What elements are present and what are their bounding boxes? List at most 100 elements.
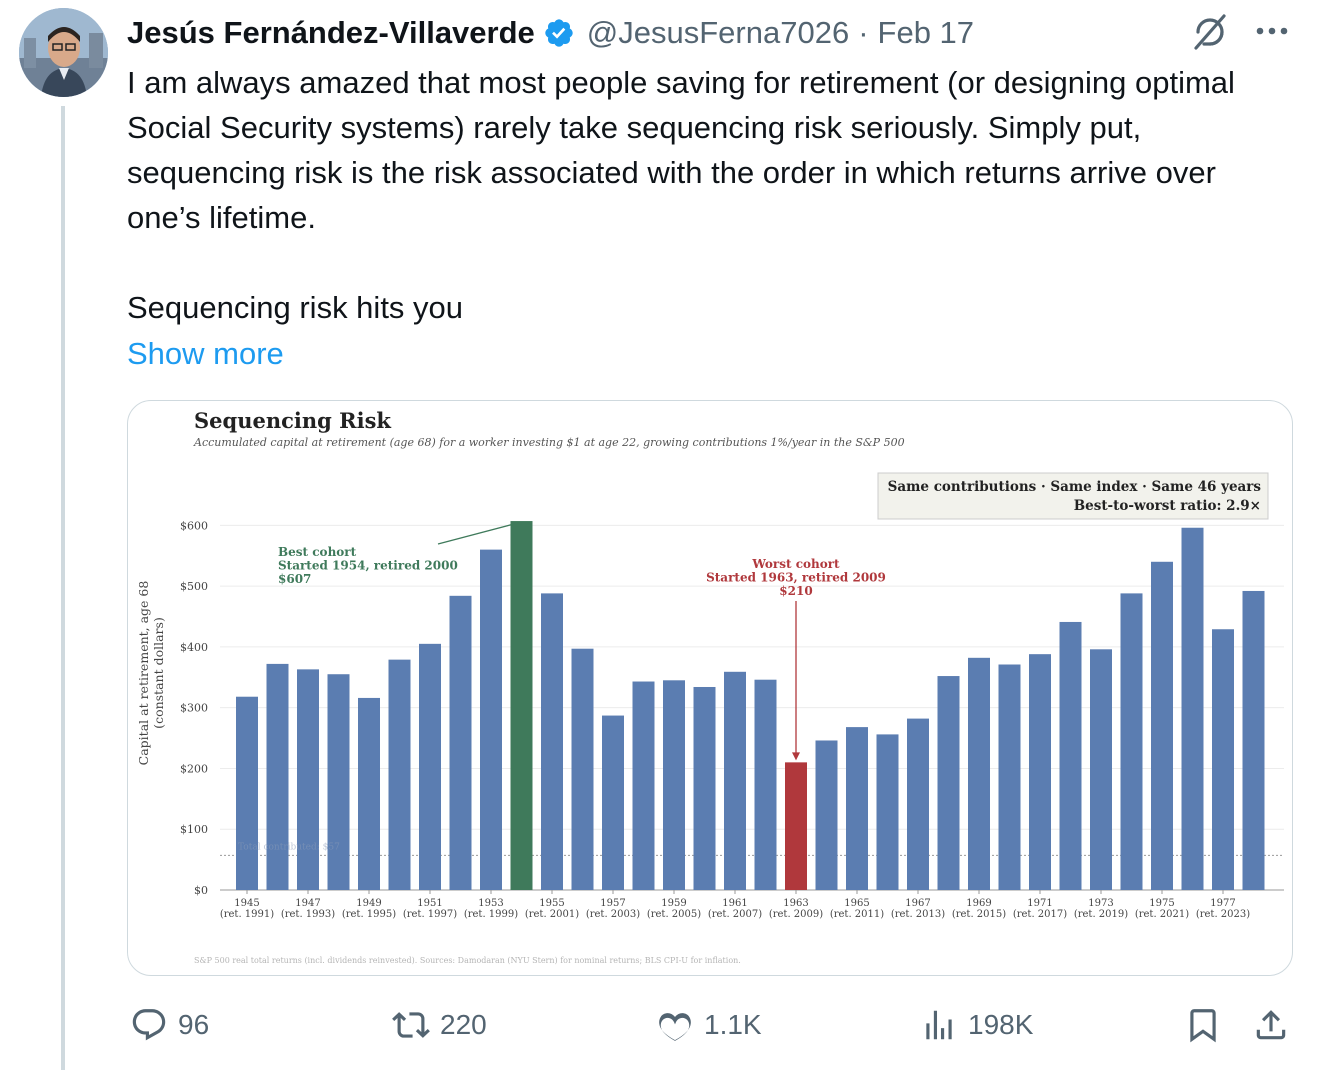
share-button[interactable] [1252, 1006, 1290, 1044]
bar-1972 [1059, 621, 1082, 890]
best-cohort-label: Best cohort [278, 545, 357, 559]
bar-1970 [998, 664, 1021, 890]
analytics-icon [926, 1010, 952, 1040]
x-tick-year: 1967 [905, 898, 930, 909]
chart-info-box: Same contributions · Same index · Same 4… [877, 472, 1269, 520]
worst-cohort-label: $210 [779, 584, 812, 598]
worst-cohort-arrowhead [792, 752, 800, 761]
bar-1949 [358, 697, 380, 890]
x-tick-retirement: (ret. 2009) [769, 909, 823, 920]
reply-count: 96 [178, 1009, 210, 1040]
bar-1978 [1242, 590, 1265, 890]
retweet-button[interactable]: 220 [392, 1006, 487, 1044]
retweet-icon [392, 1012, 430, 1038]
bar-1971 [1029, 654, 1051, 890]
bar-1959 [663, 680, 685, 890]
tweet-media-chart[interactable]: Sequencing Risk Accumulated capital at r… [127, 400, 1293, 976]
avatar[interactable] [19, 8, 108, 97]
retweet-count: 220 [440, 1009, 487, 1040]
y-tick-label: $600 [180, 519, 208, 532]
x-tick-retirement: (ret. 2007) [708, 909, 762, 920]
x-tick-retirement: (ret. 1999) [464, 909, 518, 920]
x-tick-retirement: (ret. 2011) [830, 909, 884, 920]
y-tick-label: $0 [194, 884, 208, 897]
bar-1969 [968, 657, 990, 890]
bar-1977 [1212, 629, 1234, 890]
tweet-date[interactable]: Feb 17 [877, 15, 975, 50]
chart-y-ticks: $0 $100 $200 $300 $400 $500 $600 [180, 519, 208, 897]
bar-1947 [297, 669, 319, 890]
y-tick-label: $300 [180, 702, 208, 715]
bar-1950 [388, 659, 411, 890]
x-tick-retirement: (ret. 2005) [647, 909, 701, 920]
x-tick-year: 1973 [1088, 898, 1113, 909]
separator-dot: · [858, 15, 869, 50]
bar-1974 [1120, 593, 1143, 890]
best-cohort-label: Started 1954, retired 2000 [278, 559, 458, 573]
chart-x-ticks: 1945(ret. 1991)1947(ret. 1993)1949(ret. … [220, 890, 1250, 920]
x-tick-year: 1951 [417, 898, 442, 909]
x-tick-retirement: (ret. 1997) [403, 909, 457, 920]
author-handle[interactable]: @JesusFerna7026 [586, 15, 850, 50]
bookmark-button[interactable] [1184, 1006, 1222, 1044]
x-tick-year: 1953 [478, 898, 503, 909]
bar-1963 [785, 762, 807, 890]
grok-icon[interactable] [1190, 12, 1230, 52]
bar-1956 [571, 648, 594, 890]
y-tick-label: $200 [180, 762, 208, 775]
bar-1953 [480, 549, 502, 890]
x-tick-retirement: (ret. 2023) [1196, 909, 1250, 920]
x-tick-year: 1969 [966, 898, 991, 909]
bar-1968 [937, 676, 960, 890]
bar-1961 [724, 671, 746, 890]
x-tick-year: 1955 [539, 898, 564, 909]
best-cohort-label: $607 [278, 572, 311, 586]
bookmark-icon [1190, 1009, 1216, 1043]
x-tick-retirement: (ret. 1993) [281, 909, 335, 920]
worst-cohort-label: Started 1963, retired 2009 [706, 571, 886, 585]
x-tick-retirement: (ret. 2001) [525, 909, 579, 920]
chart-y-axis-label: Capital at retirement, age 68 (constant … [136, 581, 166, 766]
x-tick-retirement: (ret. 1995) [342, 909, 396, 920]
like-button[interactable]: 1.1K [656, 1006, 762, 1044]
x-tick-year: 1975 [1149, 898, 1174, 909]
profile-photo [19, 8, 108, 97]
x-tick-year: 1977 [1210, 898, 1235, 909]
bar-1951 [419, 643, 441, 890]
bar-1960 [693, 686, 716, 890]
x-tick-retirement: (ret. 2019) [1074, 909, 1128, 920]
bar-1966 [876, 734, 899, 890]
views-count: 198K [968, 1009, 1034, 1040]
bar-1975 [1151, 561, 1173, 890]
tweet-paragraph-2: Sequencing risk hits you [127, 290, 464, 325]
bar-1965 [846, 727, 868, 890]
tweet-text: I am always amazed that most people savi… [127, 60, 1287, 330]
reply-button[interactable]: 96 [130, 1006, 209, 1044]
views-button[interactable]: 198K [920, 1006, 1033, 1044]
best-cohort-leader [437, 522, 518, 545]
ylabel-line-1: Capital at retirement, age 68 [136, 581, 151, 766]
bar-1955 [541, 593, 563, 890]
chart-bars: Total contributed: $57 [236, 521, 1265, 890]
y-tick-label: $400 [180, 641, 208, 654]
sequencing-risk-chart: Sequencing Risk Accumulated capital at r… [136, 408, 1284, 965]
bar-1962 [754, 679, 777, 890]
more-icon[interactable] [1252, 16, 1292, 46]
bar-1967 [907, 718, 929, 890]
reference-line-label: Total contributed: $57 [238, 842, 340, 852]
chart-subtitle: Accumulated capital at retirement (age 6… [193, 436, 905, 449]
x-tick-year: 1961 [722, 898, 747, 909]
show-more-link[interactable]: Show more [127, 336, 284, 371]
like-count: 1.1K [704, 1009, 762, 1040]
x-tick-year: 1971 [1027, 898, 1052, 909]
reply-icon [132, 1009, 166, 1041]
x-tick-retirement: (ret. 2017) [1013, 909, 1067, 920]
thread-line [61, 106, 65, 1070]
x-tick-retirement: (ret. 1991) [220, 909, 274, 920]
x-tick-year: 1959 [661, 898, 686, 909]
bar-1973 [1090, 649, 1112, 890]
bar-1958 [632, 681, 655, 890]
author-name[interactable]: Jesús Fernández-Villaverde [127, 15, 535, 50]
bar-1976 [1181, 527, 1204, 890]
